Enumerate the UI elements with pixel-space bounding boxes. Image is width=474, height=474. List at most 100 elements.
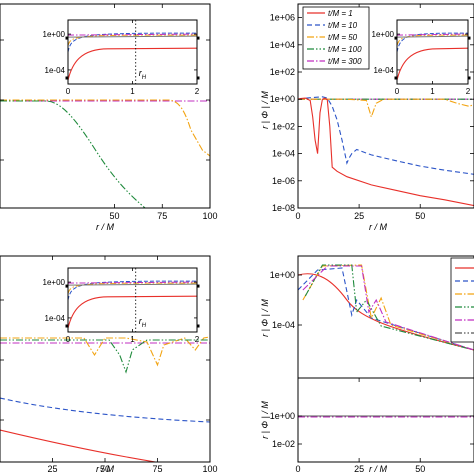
horizon-label: rH bbox=[139, 68, 147, 81]
x-axis-label: r / M bbox=[369, 464, 387, 474]
x-tick-label: 50 bbox=[415, 464, 425, 474]
inset-x-tick-label: 2 bbox=[466, 87, 471, 96]
inset-x-tick-label: 1 bbox=[430, 87, 435, 96]
inset-curve bbox=[67, 282, 198, 294]
legend-label: t/M = 1 bbox=[328, 9, 353, 18]
x-tick-label: 75 bbox=[152, 464, 162, 474]
y-tick-label: 1e+06 bbox=[270, 13, 295, 23]
y-tick-label: 1e-04 bbox=[272, 149, 295, 159]
panel-top-left: 50 75 100 r / M 0 1 2 1e+00 1e-04 rH bbox=[0, 3, 218, 232]
series-line bbox=[297, 97, 474, 207]
panel-bottom-left: 25 50 75 100 r / M 0 1 2 1e+00 1e-04 rH bbox=[0, 255, 218, 474]
inset-y-tick-label: 1e-04 bbox=[374, 66, 395, 75]
x-axis-label: r / M bbox=[369, 222, 387, 232]
upper-curve bbox=[297, 267, 474, 351]
legend bbox=[450, 257, 474, 343]
inset-marker bbox=[65, 36, 69, 40]
curve-t100 bbox=[0, 339, 210, 374]
x-axis-label: r / M bbox=[96, 464, 114, 474]
x-tick-label: 100 bbox=[202, 464, 217, 474]
inset-marker bbox=[196, 36, 200, 40]
x-tick-label: 50 bbox=[110, 211, 120, 221]
curve-t1 bbox=[0, 429, 156, 463]
legend-label: t/M = 100 bbox=[328, 45, 362, 54]
inset-x-tick-label: 1 bbox=[130, 335, 135, 344]
inset-curve bbox=[396, 32, 469, 53]
y-tick-label: 1e-02 bbox=[272, 439, 295, 449]
inset-marker bbox=[196, 76, 200, 80]
inset-curve bbox=[396, 47, 469, 81]
inset-x-tick-label: 0 bbox=[66, 335, 71, 344]
inset-curve bbox=[67, 33, 198, 36]
inset-top-right: 0 1 2 1e+00 1e-04 bbox=[372, 19, 471, 96]
inset-x-tick-label: 0 bbox=[395, 87, 400, 96]
inset-marker bbox=[467, 76, 471, 80]
legend-label: t/M = 300 bbox=[328, 57, 362, 66]
inset-curve bbox=[67, 47, 198, 81]
inset-background bbox=[397, 20, 468, 84]
x-tick-label: 50 bbox=[100, 464, 110, 474]
inset-background bbox=[68, 268, 197, 332]
inset-x-tick-label: 0 bbox=[66, 87, 71, 96]
legend-label: t/M = 50 bbox=[328, 33, 358, 42]
inset-curve bbox=[396, 33, 469, 36]
inset-y-tick-label: 1e-04 bbox=[45, 314, 66, 323]
y-tick-label: 1e+00 bbox=[270, 411, 295, 421]
inset-top-left: 0 1 2 1e+00 1e-04 rH bbox=[43, 19, 200, 96]
inset-y-tick-label: 1e+00 bbox=[372, 30, 395, 39]
curve-t100 bbox=[0, 100, 146, 209]
x-tick-label: 25 bbox=[354, 464, 364, 474]
inset-curve bbox=[67, 280, 198, 301]
inset-curve bbox=[67, 283, 198, 286]
plot-frame bbox=[297, 3, 474, 209]
x-tick-label: 0 bbox=[295, 211, 300, 221]
y-tick-label: 1e-04 bbox=[272, 320, 295, 330]
plot-frame bbox=[0, 3, 211, 209]
inset-marker bbox=[65, 324, 69, 328]
upper-curve bbox=[297, 273, 474, 351]
legend-box bbox=[302, 6, 370, 70]
x-tick-label: 25 bbox=[354, 211, 364, 221]
x-tick-label: 100 bbox=[202, 211, 217, 221]
y-tick-label: 1e+00 bbox=[270, 94, 295, 104]
inset-y-tick-label: 1e-04 bbox=[45, 66, 66, 75]
inset-bottom-left: 0 1 2 1e+00 1e-04 rH bbox=[43, 267, 200, 344]
inset-curve bbox=[67, 32, 198, 53]
inset-x-tick-label: 1 bbox=[130, 87, 135, 96]
horizon-label-sub: H bbox=[142, 75, 147, 81]
x-tick-label: 50 bbox=[415, 211, 425, 221]
x-axis-label: r / M bbox=[96, 222, 114, 232]
legend-box bbox=[450, 257, 474, 343]
curve-t50 bbox=[0, 99, 211, 157]
inset-curve bbox=[67, 281, 198, 284]
series-line bbox=[297, 96, 474, 175]
inset-curve bbox=[67, 295, 198, 329]
y-tick-label: 1e+04 bbox=[270, 40, 295, 50]
upper-curve bbox=[304, 264, 474, 351]
upper-curve bbox=[302, 265, 474, 351]
inset-y-tick-label: 1e+00 bbox=[43, 30, 66, 39]
lower-frame bbox=[297, 377, 474, 463]
series-line bbox=[298, 98, 474, 119]
upper-curve bbox=[302, 264, 474, 351]
y-axis-label: r | Φ | / M bbox=[260, 401, 270, 439]
horizon-label: rH bbox=[139, 316, 147, 329]
y-tick-label: 1e-06 bbox=[272, 176, 295, 186]
inset-marker bbox=[394, 36, 398, 40]
legend-label: t/M = 10 bbox=[328, 21, 358, 30]
y-tick-label: 1e+02 bbox=[270, 67, 295, 77]
x-tick-label: 75 bbox=[157, 211, 167, 221]
inset-x-tick-label: 2 bbox=[195, 87, 200, 96]
curve-t10 bbox=[0, 397, 211, 423]
x-tick-label: 25 bbox=[47, 464, 57, 474]
inset-curve bbox=[67, 35, 198, 38]
inset-marker bbox=[65, 76, 69, 80]
horizon-label-sub: H bbox=[142, 323, 147, 329]
inset-x-tick-label: 2 bbox=[195, 335, 200, 344]
inset-marker bbox=[65, 284, 69, 288]
inset-curve bbox=[67, 34, 198, 46]
inset-marker bbox=[394, 76, 398, 80]
y-tick-label: 1e+00 bbox=[270, 270, 295, 280]
inset-marker bbox=[467, 36, 471, 40]
